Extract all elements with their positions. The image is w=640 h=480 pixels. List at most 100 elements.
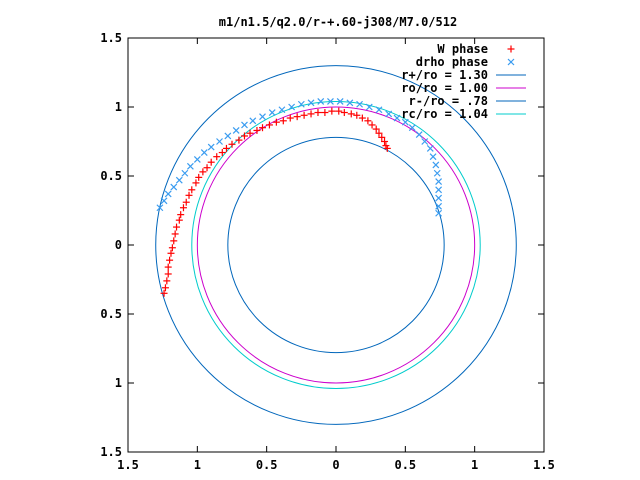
data-point <box>356 100 363 108</box>
y-tick-label: 0 <box>115 238 122 252</box>
data-point <box>213 153 221 161</box>
x-tick-label: 1 <box>471 458 478 472</box>
data-point <box>378 133 386 141</box>
data-point <box>216 138 223 145</box>
data-point <box>268 109 276 116</box>
data-point <box>249 117 257 125</box>
data-point <box>307 99 315 107</box>
data-point <box>222 144 230 152</box>
x-tick-label: 1.5 <box>117 458 139 472</box>
data-point <box>328 107 336 115</box>
y-tick-label: 1 <box>115 376 122 390</box>
y-tick-label: 1.5 <box>100 445 122 459</box>
data-point <box>279 117 287 125</box>
data-point <box>228 140 236 148</box>
data-point <box>293 113 301 121</box>
data-point <box>435 209 443 217</box>
data-point <box>186 162 194 170</box>
data-point <box>372 125 380 133</box>
data-point <box>164 263 172 271</box>
data-point <box>163 277 171 285</box>
data-point <box>182 198 190 206</box>
data-point <box>365 103 373 111</box>
data-point <box>241 121 248 129</box>
circle-r-c <box>191 100 481 390</box>
circle-r-minus <box>227 136 445 354</box>
legend-label: drho phase <box>416 55 488 69</box>
data-point <box>368 121 376 129</box>
data-point <box>288 103 296 111</box>
data-point <box>160 197 168 205</box>
data-point <box>435 186 443 194</box>
data-point <box>175 216 183 224</box>
series-drho-phase <box>156 98 443 217</box>
data-point <box>278 106 286 114</box>
data-point <box>297 100 305 108</box>
data-point <box>218 149 226 157</box>
data-point <box>358 114 366 122</box>
x-tick-label: 1.5 <box>533 458 555 472</box>
data-point <box>232 127 240 134</box>
data-point <box>314 109 322 117</box>
data-point <box>173 223 181 231</box>
y-tick-label: 1 <box>115 100 122 114</box>
data-point <box>272 118 280 126</box>
x-tick-label: 0.5 <box>394 458 416 472</box>
data-point <box>435 202 443 210</box>
data-point <box>161 284 169 292</box>
data-point <box>364 117 372 125</box>
circle-r-o <box>196 106 476 384</box>
chart-title: m1/n1.5/q2.0/r-+.60-j308/M7.0/512 <box>219 15 457 29</box>
data-point <box>265 121 273 129</box>
data-point <box>385 110 393 118</box>
legend-swatch <box>507 45 515 53</box>
legend-swatch <box>507 58 515 66</box>
data-point <box>195 173 203 181</box>
legend-label: W phase <box>437 42 488 56</box>
data-point <box>199 168 207 176</box>
data-point <box>188 186 196 194</box>
data-point <box>307 110 315 118</box>
legend-label: r-/ro = .78 <box>409 94 488 108</box>
data-point <box>164 190 172 198</box>
data-point <box>426 144 434 152</box>
data-point <box>240 132 248 140</box>
data-point <box>170 237 178 245</box>
data-point <box>340 109 348 117</box>
legend-label: ro/ro = 1.00 <box>401 81 488 95</box>
data-series <box>156 98 443 297</box>
data-point <box>433 169 441 177</box>
data-point <box>253 126 261 134</box>
data-point <box>185 191 193 199</box>
data-point <box>156 204 164 212</box>
data-point <box>432 161 440 169</box>
data-point <box>207 158 215 166</box>
data-point <box>246 129 254 137</box>
data-point <box>393 114 401 122</box>
data-point <box>192 179 200 187</box>
circle-r-plus <box>155 65 517 425</box>
data-point <box>335 107 343 115</box>
data-point <box>401 118 409 126</box>
data-point <box>181 169 189 177</box>
reference-circles <box>155 65 517 425</box>
data-point <box>207 143 215 151</box>
data-point <box>168 244 176 252</box>
data-point <box>170 183 178 191</box>
data-point <box>259 124 267 132</box>
data-point <box>375 106 383 114</box>
data-point <box>203 164 211 172</box>
data-point <box>317 98 325 105</box>
data-point <box>224 132 232 140</box>
data-point <box>415 131 423 139</box>
y-tick-label: 0.5 <box>100 169 122 183</box>
data-point <box>259 113 266 121</box>
x-tick-label: 1 <box>194 458 201 472</box>
x-tick-label: 0 <box>332 458 339 472</box>
data-point <box>286 114 294 122</box>
x-tick-label: 0.5 <box>256 458 278 472</box>
data-point <box>383 144 391 152</box>
data-point <box>375 129 383 137</box>
